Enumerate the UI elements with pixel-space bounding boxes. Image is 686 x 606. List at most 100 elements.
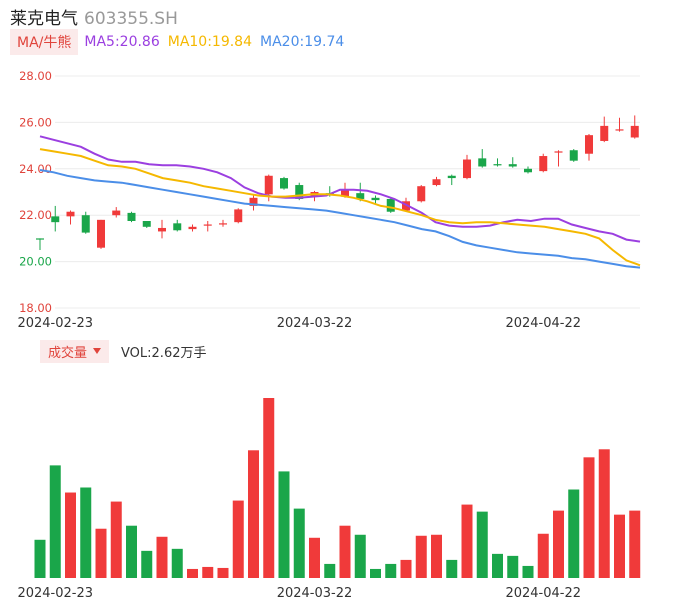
volume-bar xyxy=(461,504,473,578)
ma-legend: MA/牛熊 MA5:20.86 MA10:19.84 MA20:19.74 xyxy=(10,29,352,55)
volume-bar xyxy=(415,535,427,578)
volume-bar xyxy=(309,537,320,578)
volume-bar xyxy=(49,465,61,578)
volume-bar xyxy=(507,555,519,578)
candle-body xyxy=(630,125,639,138)
volume-bar xyxy=(34,539,46,578)
volume-bar xyxy=(156,536,168,578)
volume-bar xyxy=(187,568,198,578)
volume-bar xyxy=(293,508,305,578)
candle-body xyxy=(249,197,258,206)
stock-code: 603355.SH xyxy=(84,9,178,29)
candle-body xyxy=(432,179,441,186)
candle-body xyxy=(66,211,75,217)
volume-bar xyxy=(629,510,641,578)
volume-bar xyxy=(126,525,137,578)
candle-body xyxy=(203,224,212,226)
volume-bar xyxy=(568,489,580,578)
volume-bar xyxy=(385,563,397,578)
candle-body xyxy=(463,159,471,179)
caret-down-icon xyxy=(93,348,102,354)
ma5-label: MA5:20.86 xyxy=(84,34,160,50)
candle-body xyxy=(569,150,578,161)
candle-body xyxy=(280,178,288,189)
price-tick-label: 24.00 xyxy=(19,162,52,176)
volume-bar xyxy=(217,567,229,578)
volume-bar xyxy=(278,471,290,578)
candle-body xyxy=(264,175,273,195)
volume-bar xyxy=(492,553,503,578)
candle-body xyxy=(234,209,243,223)
stock-name: 莱克电气 xyxy=(10,9,78,29)
price-tick-label: 28.00 xyxy=(19,69,52,83)
candle-body xyxy=(173,223,182,231)
candle-body xyxy=(188,226,197,230)
volume-bar xyxy=(354,534,366,578)
candle-body xyxy=(371,197,380,201)
volume-bar xyxy=(95,528,107,578)
volume-bar xyxy=(431,534,442,578)
volume-bar xyxy=(80,487,92,578)
candlestick-chart: 28.00 26.00 24.00 22.00 20.00 18.002024-02-23… xyxy=(17,69,641,331)
price-tick-label: 20.00 xyxy=(19,255,52,269)
candle-body xyxy=(51,216,60,223)
candle-body xyxy=(524,168,532,173)
candle-body xyxy=(539,156,548,172)
volume-bar xyxy=(171,548,183,578)
volume-value: VOL:2.62万手 xyxy=(121,345,207,361)
candle-body xyxy=(142,221,151,227)
candle-body xyxy=(508,164,517,167)
candle-body xyxy=(341,189,349,197)
volume-date-tick-label: 2024-03-22 xyxy=(277,586,353,601)
price-tick-label: 22.00 xyxy=(19,208,52,222)
price-tick-label: 26.00 xyxy=(19,115,52,129)
candle-body xyxy=(158,227,166,232)
candle-body xyxy=(447,175,456,179)
volume-date-tick-label: 2024-02-23 xyxy=(17,586,93,601)
volume-bar xyxy=(614,514,625,578)
volume-toggle-label: 成交量 xyxy=(48,345,88,361)
volume-bar xyxy=(446,559,458,578)
ma20-line xyxy=(39,169,641,269)
volume-legend: 成交量 VOL:2.62万手 xyxy=(40,339,207,363)
stock-title: 莱克电气 603355.SH xyxy=(10,4,178,29)
candle-body xyxy=(600,125,609,141)
volume-bar xyxy=(553,510,564,578)
ma-toggle-button[interactable]: MA/牛熊 xyxy=(10,29,79,55)
candle-body xyxy=(36,238,44,240)
volume-bar xyxy=(324,563,336,578)
candle-body xyxy=(493,164,502,166)
volume-bar xyxy=(339,525,351,578)
ma5-line xyxy=(39,135,641,243)
candle-body xyxy=(402,201,410,211)
volume-bar xyxy=(263,398,275,578)
ma10-line xyxy=(39,148,641,267)
candle-body xyxy=(127,212,136,221)
volume-bar xyxy=(522,565,534,578)
volume-bar xyxy=(583,457,595,578)
candle-body xyxy=(356,193,365,199)
volume-bar xyxy=(476,511,488,578)
candle-body xyxy=(219,223,227,225)
volume-toggle-button[interactable]: 成交量 xyxy=(40,339,110,363)
ma20-label: MA20:19.74 xyxy=(260,34,345,50)
candle-body xyxy=(554,151,563,153)
date-tick-label: 2024-03-22 xyxy=(277,316,353,331)
candle-body xyxy=(112,210,121,216)
candle-body xyxy=(295,185,304,199)
candle-body xyxy=(478,158,487,167)
candle-body xyxy=(386,198,395,212)
candle-body xyxy=(585,135,593,154)
volume-bar xyxy=(65,492,76,578)
volume-bar xyxy=(370,568,381,578)
price-tick-label: 18.00 xyxy=(19,301,52,315)
volume-bar xyxy=(400,559,412,578)
volume-bar xyxy=(202,566,214,578)
candle-body xyxy=(615,129,624,131)
volume-bar xyxy=(232,500,244,578)
volume-bar xyxy=(537,533,549,578)
volume-chart: 2024-02-23 2024-03-22 2024-04-22 xyxy=(17,398,641,601)
volume-bar xyxy=(110,501,122,578)
candle-body xyxy=(417,186,426,202)
date-tick-label: 2024-04-22 xyxy=(505,316,581,331)
